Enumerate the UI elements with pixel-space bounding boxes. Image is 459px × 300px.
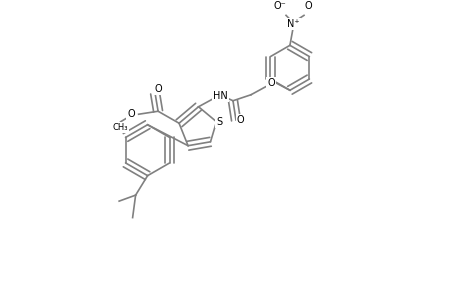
Text: O: O bbox=[304, 2, 312, 11]
Text: S: S bbox=[216, 117, 222, 127]
Text: N⁺: N⁺ bbox=[286, 19, 299, 29]
Text: O: O bbox=[236, 115, 244, 125]
Text: O: O bbox=[267, 78, 274, 88]
Text: O⁻: O⁻ bbox=[273, 2, 286, 11]
Text: O: O bbox=[127, 109, 134, 119]
Text: CH₃: CH₃ bbox=[112, 123, 128, 132]
Text: HN: HN bbox=[213, 91, 227, 101]
Text: O: O bbox=[154, 84, 162, 94]
